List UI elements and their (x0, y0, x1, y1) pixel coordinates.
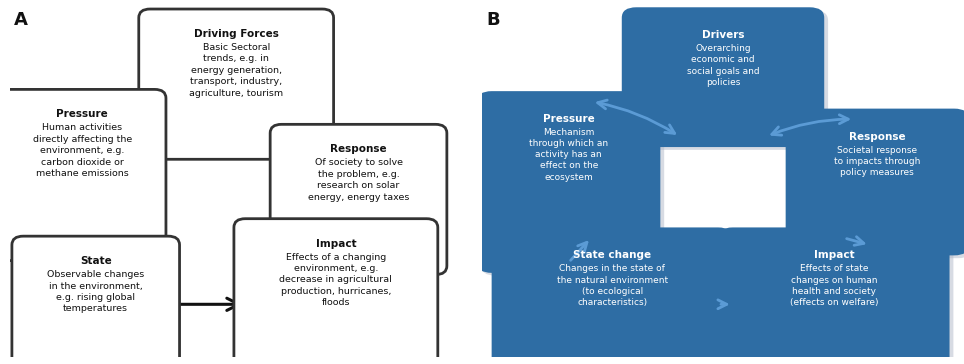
Text: Impact: Impact (814, 250, 854, 261)
FancyBboxPatch shape (492, 228, 733, 364)
FancyBboxPatch shape (722, 230, 953, 364)
FancyBboxPatch shape (12, 236, 179, 364)
Text: Human activities
directly affecting the
environment, e.g.
carbon dioxide or
meth: Human activities directly affecting the … (33, 123, 132, 178)
FancyBboxPatch shape (139, 9, 334, 159)
Text: Driving Forces: Driving Forces (194, 29, 279, 39)
Text: Pressure: Pressure (543, 114, 595, 124)
FancyBboxPatch shape (481, 94, 664, 276)
Text: Of society to solve
the problem, e.g.
research on solar
energy, energy taxes: Of society to solve the problem, e.g. re… (308, 158, 409, 202)
FancyBboxPatch shape (477, 91, 660, 273)
Text: State: State (80, 256, 112, 266)
Text: Changes in the state of
the natural environment
(to ecological
characteristics): Changes in the state of the natural envi… (556, 265, 668, 307)
FancyBboxPatch shape (0, 90, 166, 261)
Text: Basic Sectoral
trends, e.g. in
energy generation,
transport, industry,
agricultu: Basic Sectoral trends, e.g. in energy ge… (189, 43, 283, 98)
FancyBboxPatch shape (495, 230, 736, 364)
FancyBboxPatch shape (270, 124, 447, 274)
Text: Mechanism
through which an
activity has an
effect on the
ecosystem: Mechanism through which an activity has … (529, 128, 608, 182)
Text: A: A (14, 11, 28, 29)
Text: Response: Response (331, 144, 387, 154)
Text: Pressure: Pressure (56, 109, 108, 119)
Text: Response: Response (849, 132, 905, 142)
FancyBboxPatch shape (622, 7, 824, 147)
FancyBboxPatch shape (718, 228, 950, 364)
Text: Overarching
economic and
social goals and
policies: Overarching economic and social goals an… (686, 44, 760, 87)
FancyBboxPatch shape (626, 10, 828, 150)
Text: Drivers: Drivers (702, 30, 744, 40)
Text: State change: State change (573, 250, 652, 261)
FancyBboxPatch shape (786, 108, 964, 256)
Text: Observable changes
in the environment,
e.g. rising global
temperatures: Observable changes in the environment, e… (47, 270, 145, 313)
Text: B: B (487, 11, 500, 29)
Text: Impact: Impact (315, 239, 356, 249)
Text: Effects of a changing
environment, e.g.
decrease in agricultural
production, hur: Effects of a changing environment, e.g. … (280, 253, 392, 307)
FancyBboxPatch shape (234, 219, 438, 364)
Text: Effects of state
changes on human
health and society
(effects on welfare): Effects of state changes on human health… (790, 265, 878, 307)
Text: Societal response
to impacts through
policy measures: Societal response to impacts through pol… (834, 146, 921, 177)
FancyBboxPatch shape (790, 111, 964, 258)
